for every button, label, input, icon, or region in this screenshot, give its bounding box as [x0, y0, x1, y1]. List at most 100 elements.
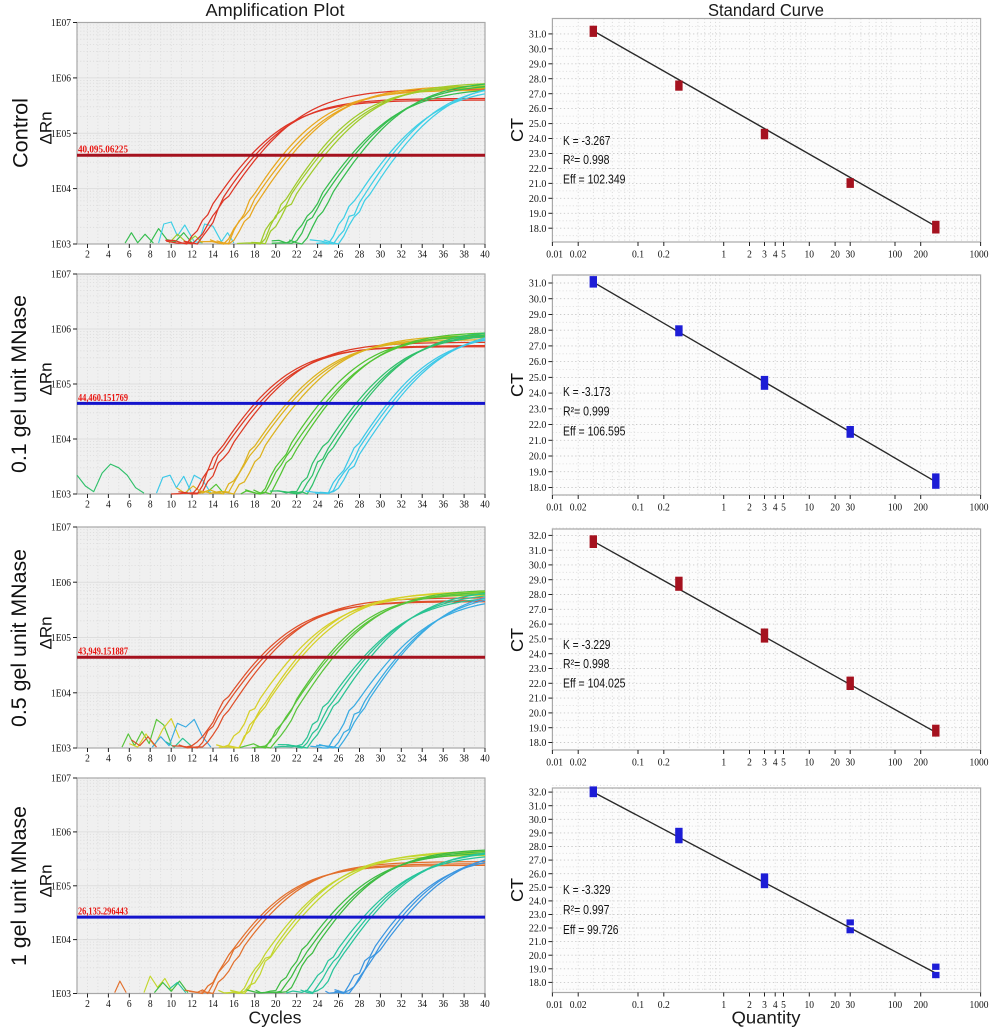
svg-text:38: 38: [459, 499, 469, 511]
svg-text:2: 2: [747, 757, 752, 769]
svg-text:18: 18: [250, 998, 260, 1010]
svg-text:19.0: 19.0: [529, 208, 547, 220]
svg-text:23.0: 23.0: [529, 148, 547, 160]
svg-text:4: 4: [773, 757, 778, 769]
svg-text:30: 30: [845, 249, 855, 261]
svg-text:0.1 gel unit MNase: 0.1 gel unit MNase: [8, 295, 31, 473]
svg-text:1E07: 1E07: [51, 269, 71, 281]
svg-text:1E05: 1E05: [51, 632, 71, 644]
svg-text:32: 32: [397, 753, 407, 765]
svg-text:22: 22: [292, 249, 302, 261]
svg-text:0.1: 0.1: [632, 249, 644, 261]
svg-text:24.0: 24.0: [529, 133, 547, 145]
svg-text:0.5 gel unit MNase: 0.5 gel unit MNase: [8, 549, 31, 727]
svg-text:1000: 1000: [970, 999, 989, 1011]
svg-text:20: 20: [271, 499, 281, 511]
svg-text:22: 22: [292, 499, 302, 511]
svg-text:2: 2: [85, 998, 90, 1010]
svg-text:CT: CT: [507, 118, 527, 142]
svg-text:10: 10: [805, 757, 815, 769]
svg-text:28.0: 28.0: [529, 73, 547, 85]
svg-text:19.0: 19.0: [529, 466, 547, 478]
svg-text:21.0: 21.0: [529, 435, 547, 447]
svg-text:1E05: 1E05: [51, 880, 71, 892]
svg-text:R²= 0.998: R²= 0.998: [563, 153, 610, 167]
svg-text:0.01: 0.01: [546, 249, 563, 261]
svg-text:3: 3: [762, 999, 767, 1011]
svg-text:29.0: 29.0: [529, 827, 547, 839]
svg-text:4: 4: [106, 249, 111, 261]
svg-text:1E04: 1E04: [51, 183, 71, 195]
svg-text:30: 30: [376, 499, 386, 511]
svg-text:16: 16: [229, 998, 239, 1010]
svg-text:25.0: 25.0: [529, 372, 547, 384]
svg-text:18: 18: [250, 753, 260, 765]
svg-text:Eff = 104.025: Eff = 104.025: [563, 677, 626, 691]
svg-text:21.0: 21.0: [529, 178, 547, 190]
svg-text:30.0: 30.0: [529, 43, 547, 55]
svg-text:28.0: 28.0: [529, 841, 547, 853]
svg-text:8: 8: [148, 249, 153, 261]
svg-text:8: 8: [148, 753, 153, 765]
svg-text:21.0: 21.0: [529, 936, 547, 948]
svg-text:10: 10: [805, 999, 815, 1011]
svg-text:K = -3.267: K = -3.267: [563, 134, 611, 148]
svg-text:20.0: 20.0: [529, 950, 547, 962]
svg-text:40: 40: [480, 499, 490, 511]
svg-text:29.0: 29.0: [529, 309, 547, 321]
svg-text:26.0: 26.0: [529, 356, 547, 368]
svg-text:26.0: 26.0: [529, 103, 547, 115]
svg-text:34: 34: [417, 753, 427, 765]
svg-text:31.0: 31.0: [529, 800, 547, 812]
svg-text:0.1: 0.1: [632, 757, 644, 769]
svg-text:CT: CT: [507, 373, 527, 397]
svg-text:ΔRn: ΔRn: [37, 865, 56, 898]
svg-text:4: 4: [773, 502, 778, 514]
svg-text:28: 28: [355, 998, 365, 1010]
svg-text:19.0: 19.0: [529, 722, 547, 734]
svg-text:200: 200: [914, 502, 929, 514]
svg-text:22: 22: [292, 998, 302, 1010]
svg-text:18: 18: [250, 499, 260, 511]
svg-text:31.0: 31.0: [529, 28, 547, 40]
svg-text:1E03: 1E03: [51, 489, 71, 501]
svg-text:20: 20: [830, 757, 840, 769]
svg-text:23.0: 23.0: [529, 909, 547, 921]
svg-text:ΔRn: ΔRn: [37, 363, 56, 396]
svg-text:0.01: 0.01: [546, 757, 563, 769]
svg-text:36: 36: [438, 753, 448, 765]
svg-text:16: 16: [229, 499, 239, 511]
svg-text:30: 30: [845, 757, 855, 769]
svg-text:28: 28: [355, 753, 365, 765]
svg-text:200: 200: [914, 249, 929, 261]
svg-text:100: 100: [888, 757, 903, 769]
svg-text:1E06: 1E06: [51, 72, 71, 84]
svg-text:26: 26: [334, 499, 344, 511]
svg-text:1: 1: [721, 249, 726, 261]
svg-text:31.0: 31.0: [529, 278, 547, 290]
svg-text:1E05: 1E05: [51, 128, 71, 140]
svg-text:3: 3: [762, 757, 767, 769]
svg-text:0.2: 0.2: [658, 249, 670, 261]
svg-text:CT: CT: [507, 878, 527, 902]
svg-text:1000: 1000: [970, 249, 989, 261]
svg-text:30: 30: [376, 249, 386, 261]
svg-text:1E06: 1E06: [51, 324, 71, 336]
svg-text:Eff = 99.726: Eff = 99.726: [563, 923, 619, 937]
svg-text:26,135.296443: 26,135.296443: [78, 907, 128, 918]
svg-text:Quantity: Quantity: [732, 1008, 801, 1028]
svg-text:28.0: 28.0: [529, 589, 547, 601]
svg-text:R²= 0.998: R²= 0.998: [563, 657, 610, 671]
svg-text:1: 1: [721, 502, 726, 514]
svg-text:34: 34: [417, 998, 427, 1010]
svg-text:8: 8: [148, 998, 153, 1010]
svg-text:24.0: 24.0: [529, 648, 547, 660]
svg-text:1E03: 1E03: [51, 743, 71, 755]
svg-text:ΔRn: ΔRn: [37, 112, 56, 145]
svg-text:2: 2: [747, 502, 752, 514]
svg-text:1E04: 1E04: [51, 934, 71, 946]
svg-text:31.0: 31.0: [529, 545, 547, 557]
svg-text:1E06: 1E06: [51, 826, 71, 838]
svg-text:25.0: 25.0: [529, 634, 547, 646]
svg-text:29.0: 29.0: [529, 574, 547, 586]
